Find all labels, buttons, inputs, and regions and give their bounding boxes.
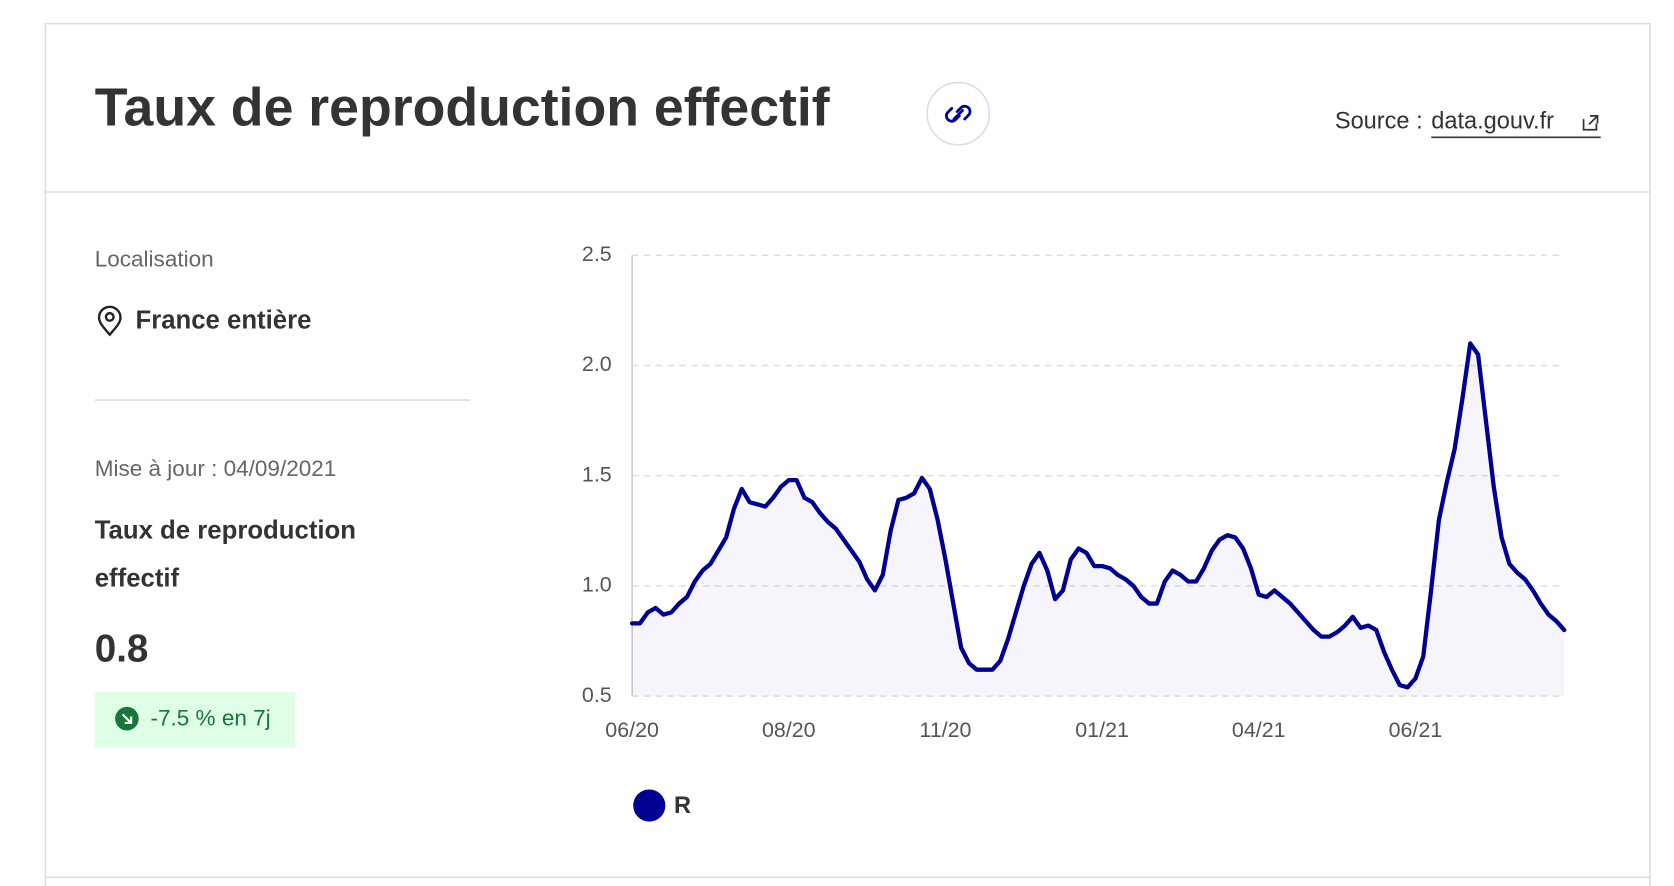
location: France entière	[135, 307, 311, 335]
area	[632, 343, 1565, 697]
indicator-value: 0.8	[95, 627, 149, 670]
change-arrow	[121, 713, 133, 725]
location-label: Localisation	[95, 247, 214, 272]
indicator-name: Taux de reproduction effectif	[94, 515, 357, 594]
source-link[interactable]: data.gouv.fr	[1431, 108, 1601, 139]
source-link-text[interactable]: data.gouv.fr	[1431, 108, 1554, 134]
y-tick-label: 1.0	[582, 573, 612, 597]
card	[44, 22, 1651, 886]
x-tick-label: 06/20	[605, 718, 659, 742]
legend-label: R	[674, 792, 691, 818]
y-tick-label: 2.5	[582, 242, 612, 266]
link-button[interactable]	[926, 81, 991, 146]
legend-swatch	[633, 789, 666, 822]
y-tick-label: 0.5	[582, 683, 612, 707]
line	[629, 341, 1567, 690]
source-label: Source :	[1335, 108, 1423, 134]
x-tick-label: 01/21	[1075, 718, 1129, 742]
indicator-box: Taux de reproduction effectif	[94, 515, 357, 594]
change-text: -7.5 % en 7j	[151, 706, 271, 731]
x-tick-label: 04/21	[1232, 718, 1286, 742]
pin-icon	[97, 305, 122, 337]
x-tick-label: 08/20	[762, 718, 816, 742]
y-tick-label: 2.0	[582, 352, 612, 376]
title: Taux de reproduction effectif	[95, 78, 830, 138]
x-tick-label: 06/21	[1389, 718, 1443, 742]
y-tick-label: 1.5	[582, 462, 612, 486]
update-date: Mise à jour : 04/09/2021	[95, 456, 337, 481]
x-tick-label: 11/20	[919, 718, 971, 742]
